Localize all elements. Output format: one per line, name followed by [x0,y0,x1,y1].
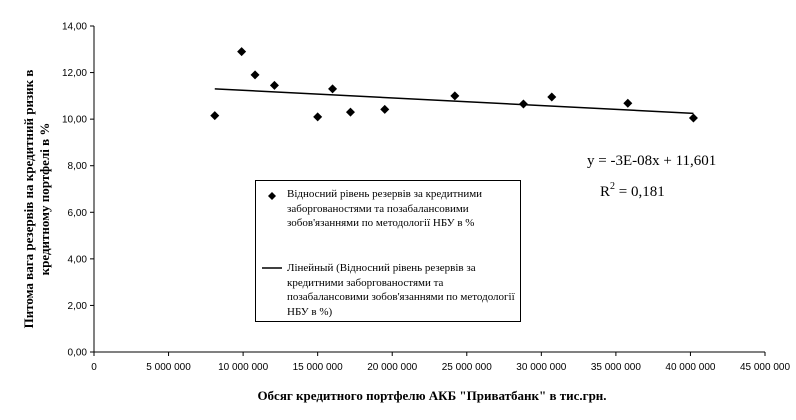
diamond-marker-icon [268,192,276,200]
y-axis-title-line-2: кредитному портфелі в % [37,123,52,276]
trendline-layer [214,88,694,115]
x-tick-label: 25 000 000 [442,362,492,373]
y-tick-label: 14,00 [62,22,87,33]
legend: Відносний рівень резервів за кредитними … [255,180,521,322]
y-axis-ticks: 0,00 2,00 4,00 6,00 8,00 10,00 12,00 14,00 [62,22,94,359]
r-squared-label: R2 = 0,181 [600,181,665,200]
data-point [313,112,323,122]
y-tick-label: 2,00 [68,301,88,312]
y-tick-label: 10,00 [62,115,87,126]
r-squared-value: = 0,181 [615,184,665,200]
y-tick-label: 8,00 [68,161,88,172]
trendline-equation: y = -3E-08x + 11,601 [587,153,716,169]
y-tick-label: 6,00 [68,208,88,219]
y-axis-title: Питома вага резервів на кредитний ризик … [21,70,52,329]
data-points [210,47,698,123]
data-point [237,47,247,57]
x-tick-label: 10 000 000 [218,362,268,373]
r-squared-superscript: 2 [610,181,615,192]
x-tick-label: 15 000 000 [293,362,343,373]
trendline [214,88,694,115]
data-point [623,98,633,108]
y-axis-title-line-1: Питома вага резервів на кредитний ризик … [21,70,36,329]
data-point [380,104,390,114]
data-point [518,99,528,109]
data-point [345,107,355,117]
x-tick-label: 5 000 000 [146,362,191,373]
y-tick-label: 12,00 [62,68,87,79]
data-point [547,92,557,102]
x-tick-label: 20 000 000 [367,362,417,373]
data-point [269,80,279,90]
x-axis-title: Обсяг кредитного портфелю АКБ "Приватбан… [257,388,606,403]
r-squared-prefix: R [600,184,610,200]
y-tick-label: 4,00 [68,254,88,265]
legend-series-label: Відносний рівень резервів за кредитними … [287,188,483,229]
x-tick-label: 35 000 000 [591,362,641,373]
data-point [328,84,338,94]
legend-trendline-label: Лінейный (Відносний рівень резервів за к… [287,262,515,318]
data-point [450,91,460,101]
plot-area [93,26,765,353]
data-point [210,111,220,121]
y-tick-label: 0,00 [68,348,88,359]
data-point [250,70,260,80]
line-marker-icon [262,267,282,269]
x-tick-label: 40 000 000 [665,362,715,373]
x-tick-label: 0 [91,362,97,373]
data-point [688,113,698,123]
x-axis-ticks: 0 5 000 000 10 000 000 15 000 000 20 000 000… [91,352,790,373]
x-tick-label: 45 000 000 [740,362,790,373]
x-tick-label: 30 000 000 [516,362,566,373]
